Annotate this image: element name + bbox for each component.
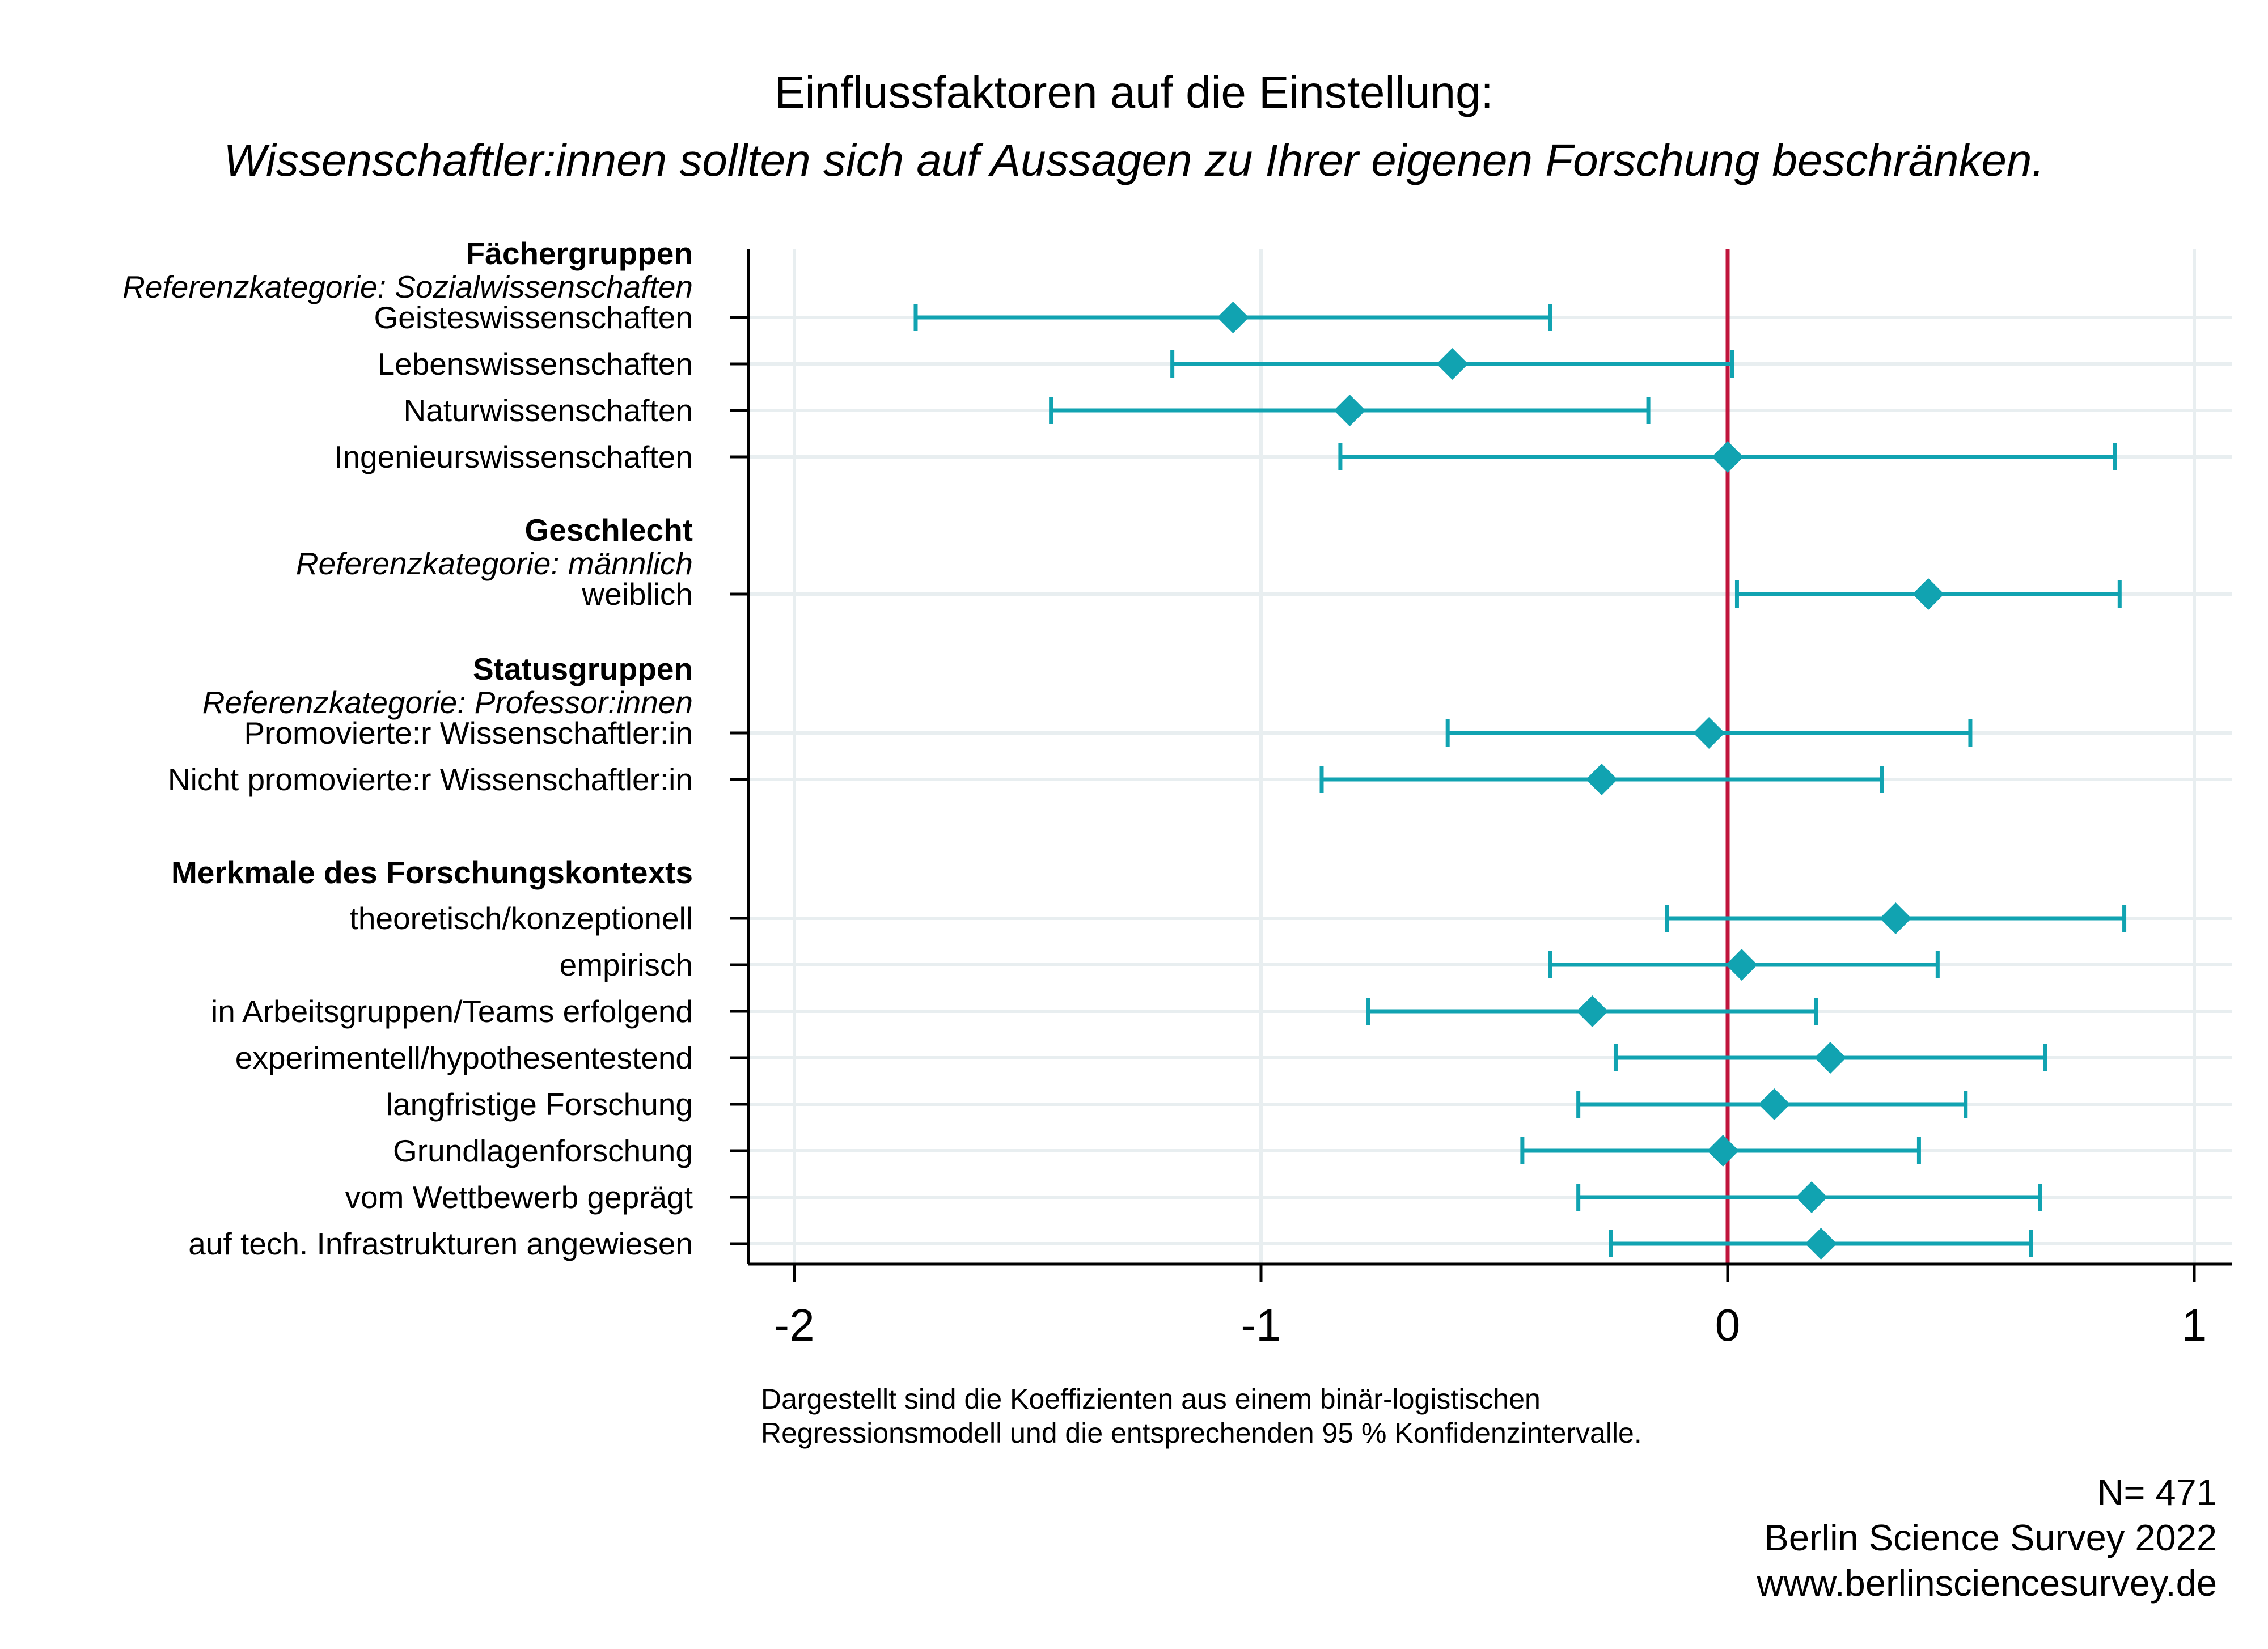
estimate-marker-9 [1576,995,1609,1027]
estimate-marker-6 [1585,764,1618,795]
estimate-marker-8 [1725,949,1758,981]
row-label-1: Lebenswissenschaften [378,346,693,381]
survey-name: Berlin Science Survey 2022 [1764,1517,2217,1558]
row-label-2: Naturwissenschaften [403,393,693,428]
row-label-4: weiblich [581,576,693,612]
row-label-9: in Arbeitsgruppen/Teams erfolgend [211,994,693,1029]
axes: -2 -1 0 1 [730,249,2232,1350]
chart-title: Einflussfaktoren auf die Einstellung: [775,67,1493,117]
note-line-1: Dargestellt sind die Koeffizienten aus e… [761,1383,1541,1415]
estimate-marker-13 [1796,1181,1828,1213]
sample-size: N= 471 [2097,1472,2217,1513]
row-label-11: langfristige Forschung [386,1087,693,1122]
estimate-marker-7 [1880,902,1912,934]
estimate-marker-3 [1712,441,1744,473]
estimate-marker-1 [1436,348,1469,380]
note-line-2: Regressionsmodell und die entsprechenden… [761,1417,1642,1449]
group-reference-1: Referenzkategorie: männlich [296,546,693,581]
x-tick-label-1: -1 [1241,1300,1281,1350]
survey-url: www.berlinsciencesurvey.de [1756,1562,2217,1604]
group-heading-1: Geschlecht [524,512,693,548]
row-label-8: empirisch [560,947,693,982]
row-label-12: Grundlagenforschung [393,1133,693,1168]
x-tick-label-3: 1 [2182,1300,2207,1350]
x-tick-label-2: 0 [1715,1300,1741,1350]
chart-subtitle: Wissenschaftler:innen sollten sich auf A… [223,135,2044,185]
row-label-13: vom Wettbewerb geprägt [345,1180,693,1215]
row-label-5: Promovierte:r Wissenschaftler:in [244,715,693,751]
row-label-3: Ingenieurswissenschaften [334,439,693,474]
estimate-marker-10 [1814,1042,1847,1074]
row-label-7: theoretisch/konzeptionell [350,901,693,936]
group-heading-0: Fächergruppen [466,236,693,271]
estimate-marker-0 [1217,302,1249,333]
estimate-marker-12 [1707,1135,1739,1167]
row-label-14: auf tech. Infrastrukturen angewiesen [188,1226,693,1261]
group-reference-0: Referenzkategorie: Sozialwissenschaften [122,269,693,304]
estimate-marker-11 [1758,1088,1791,1120]
x-tick-label-0: -2 [774,1300,814,1350]
row-label-10: experimentell/hypothesentestend [235,1040,693,1075]
estimate-marker-4 [1912,578,1944,610]
row-label-0: Geisteswissenschaften [374,300,693,335]
estimate-marker-14 [1805,1228,1837,1260]
group-heading-3: Merkmale des Forschungskontexts [171,855,693,890]
group-reference-2: Referenzkategorie: Professor:innen [202,685,693,720]
row-label-6: Nicht promovierte:r Wissenschaftler:in [168,762,693,797]
estimate-marker-5 [1693,717,1725,749]
estimate-marker-2 [1334,395,1366,426]
group-heading-2: Statusgruppen [473,651,693,686]
coefficient-marks [913,302,2127,1260]
